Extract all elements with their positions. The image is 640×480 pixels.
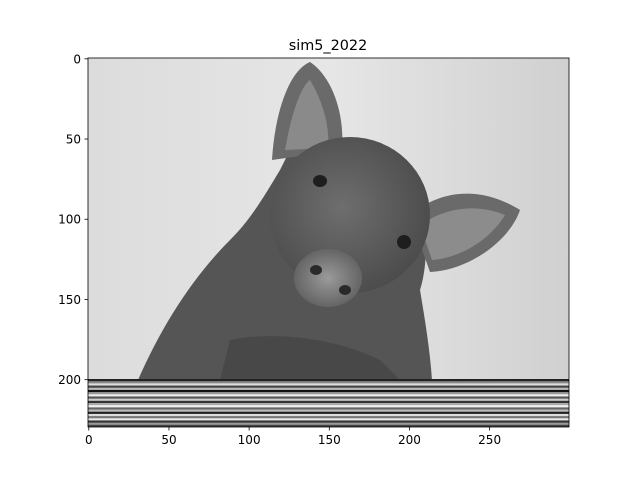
stripe: [88, 396, 569, 399]
stripe: [88, 403, 569, 406]
stripe: [88, 392, 569, 395]
y-tick-label: 0: [73, 52, 81, 66]
stripe: [88, 418, 569, 421]
stripe: [88, 405, 569, 408]
stripe: [88, 411, 569, 415]
stripe: [88, 409, 569, 413]
stripe: [88, 416, 569, 419]
y-tick-label: 150: [58, 293, 81, 307]
x-tick-label: 100: [238, 433, 261, 447]
x-tick-label: 200: [398, 433, 421, 447]
stripe: [88, 381, 569, 384]
stripe: [88, 398, 569, 402]
stripe: [88, 379, 569, 382]
x-tick-label: 50: [161, 433, 176, 447]
x-tick-label: 0: [85, 433, 93, 447]
y-tick-label: 50: [66, 133, 81, 147]
image: [88, 58, 569, 427]
stripe: [88, 389, 569, 393]
stripe: [88, 420, 569, 423]
stripe: [88, 422, 569, 426]
stripe: [88, 387, 569, 391]
y-tick-label: 200: [58, 373, 81, 387]
x-tick-label: 150: [318, 433, 341, 447]
stripe: [88, 424, 569, 427]
y-tick-label: 100: [58, 213, 81, 227]
stripe: [88, 400, 569, 404]
stripe: [88, 407, 569, 410]
plot-frame: [87, 57, 570, 428]
stripe: [88, 413, 569, 417]
chart-title: sim5_2022: [289, 38, 368, 54]
stripe: [88, 385, 569, 389]
stripe: [88, 394, 569, 397]
stripe: [88, 383, 569, 386]
x-tick-label: 250: [478, 433, 501, 447]
